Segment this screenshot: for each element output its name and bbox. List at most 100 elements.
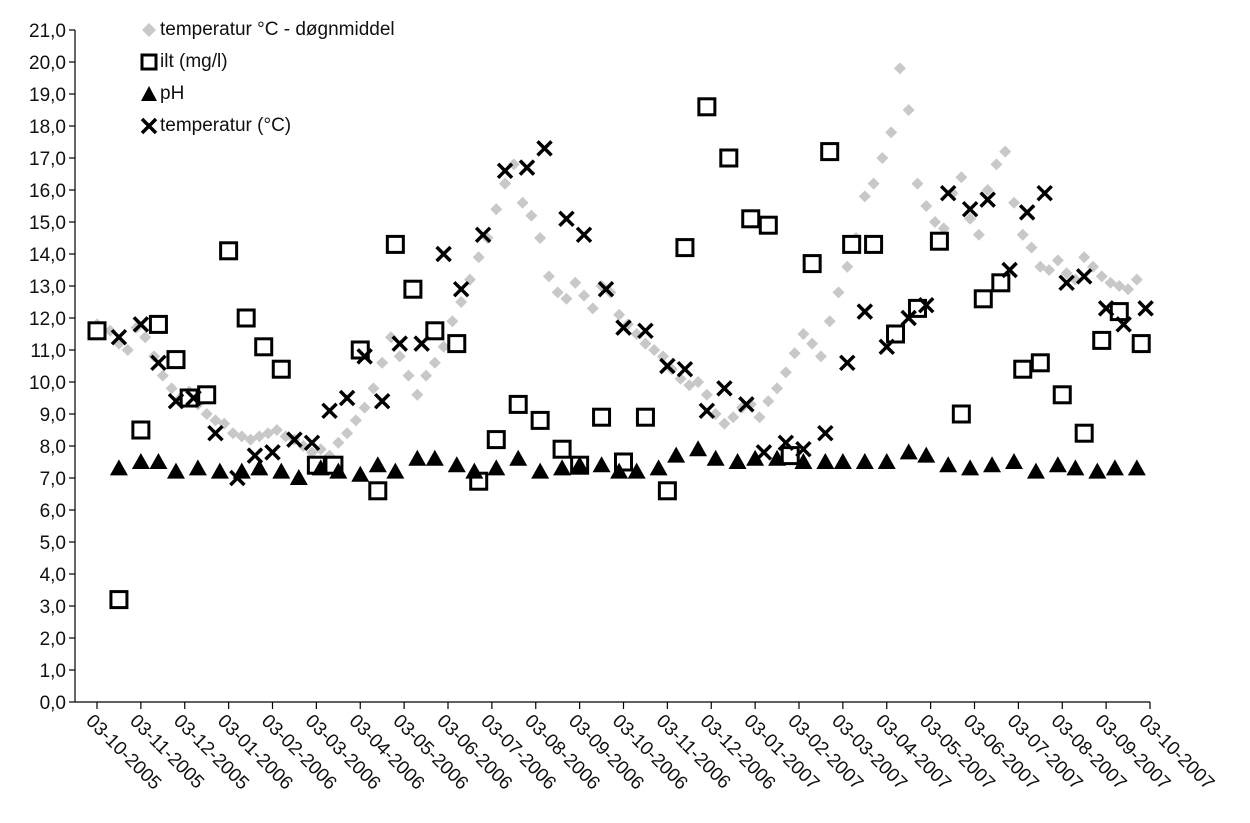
diamond-point	[981, 184, 994, 196]
triangle-point	[188, 459, 207, 476]
y-tick-label: 20,0	[29, 53, 66, 74]
legend-label: ilt (mg/l)	[160, 51, 228, 72]
square-point	[657, 481, 677, 501]
diamond-point	[376, 356, 389, 369]
square-point	[842, 234, 862, 254]
diamond-point	[727, 411, 740, 424]
cross-point	[356, 348, 373, 365]
cross-point	[979, 191, 996, 208]
diamond-point	[121, 344, 134, 356]
square-point	[530, 410, 550, 430]
triangle-point	[531, 462, 550, 479]
cross-point	[286, 431, 303, 448]
triangle-point	[706, 449, 725, 466]
square-point	[1074, 423, 1094, 443]
diamond-point	[200, 408, 213, 420]
cross-point	[132, 316, 150, 333]
diamond-point	[823, 315, 836, 328]
square-point	[236, 308, 256, 328]
y-tick-label: 7,0	[40, 469, 66, 490]
diamond-point	[876, 152, 889, 164]
axes	[74, 30, 1150, 703]
cross-point	[637, 322, 654, 340]
square-point	[741, 209, 761, 229]
triangle-point	[149, 453, 168, 469]
cross-point	[518, 159, 536, 176]
square-point	[1052, 385, 1072, 405]
cross-point	[795, 440, 812, 458]
diamond-point	[885, 126, 898, 139]
cross-point	[676, 360, 694, 378]
y-tick-label: 18,0	[29, 117, 66, 138]
triangle-point	[289, 469, 308, 485]
diamond-point	[270, 424, 283, 436]
square-point	[820, 142, 840, 162]
diamond-point	[1095, 270, 1108, 283]
series-3	[110, 140, 1154, 487]
square-point	[1109, 302, 1129, 322]
diamond-point	[1007, 196, 1020, 209]
diamond-point	[560, 292, 573, 305]
legend-marker-square-icon	[138, 51, 160, 73]
triangle-point	[329, 462, 348, 479]
cross-point	[452, 280, 470, 298]
triangle-point	[570, 456, 589, 473]
diamond-point	[446, 315, 459, 328]
cross-point	[777, 434, 795, 452]
diamond-point	[349, 414, 362, 427]
diamond-point	[1051, 254, 1064, 267]
triangle-point	[1026, 462, 1045, 479]
diamond-point	[902, 104, 915, 116]
triangle-point	[1088, 462, 1107, 479]
square-point	[148, 314, 168, 334]
cross-point	[150, 354, 167, 372]
square-point	[385, 234, 405, 254]
cross-point	[575, 226, 593, 244]
cross-point	[338, 389, 356, 407]
y-tick-label: 11,0	[30, 341, 66, 362]
diamond-point	[1130, 273, 1143, 286]
cross-point	[185, 389, 202, 407]
diamond-point	[472, 251, 485, 264]
triangle-point	[166, 462, 185, 479]
diamond-point	[718, 417, 731, 430]
triangle-point	[408, 449, 427, 466]
cross-point	[659, 357, 676, 375]
triangle-point	[465, 462, 484, 479]
cross-point	[229, 469, 246, 487]
cross-point	[597, 280, 615, 298]
triangle-point	[368, 456, 387, 473]
square-point	[447, 334, 467, 354]
y-tick-label: 19,0	[29, 85, 66, 106]
cross-point	[738, 396, 755, 413]
cross-point	[839, 354, 856, 372]
triangle-point	[553, 459, 572, 476]
triangle-point	[689, 440, 708, 457]
cross-point	[856, 303, 874, 320]
diamond-point	[358, 401, 371, 414]
y-tick-label: 5,0	[40, 533, 66, 554]
diamond-point	[499, 177, 512, 190]
triangle-point	[794, 453, 813, 469]
y-tick-label: 16,0	[29, 181, 66, 202]
triangle-point	[917, 446, 936, 463]
triangle-point	[1127, 459, 1146, 476]
diamond-point	[753, 411, 766, 424]
y-tick-label: 1,0	[40, 661, 66, 682]
y-tick-label: 13,0	[29, 277, 66, 298]
square-point	[1030, 353, 1050, 373]
diamond-point	[332, 436, 345, 449]
cross-point	[246, 447, 264, 464]
diamond-point	[411, 388, 424, 401]
triangle-point	[855, 453, 874, 469]
legend-item-temperature-daily-mean: temperatur °C - døgnmiddel	[138, 14, 395, 46]
triangle-point	[746, 449, 765, 466]
square-point	[991, 273, 1011, 293]
triangle-point	[131, 453, 150, 469]
legend-marker-cross-icon	[138, 115, 160, 137]
square-point	[592, 407, 612, 427]
diamond-point	[771, 382, 784, 395]
diamond-point	[586, 302, 599, 315]
triangle-point	[592, 456, 611, 473]
diamond-point	[393, 350, 406, 363]
